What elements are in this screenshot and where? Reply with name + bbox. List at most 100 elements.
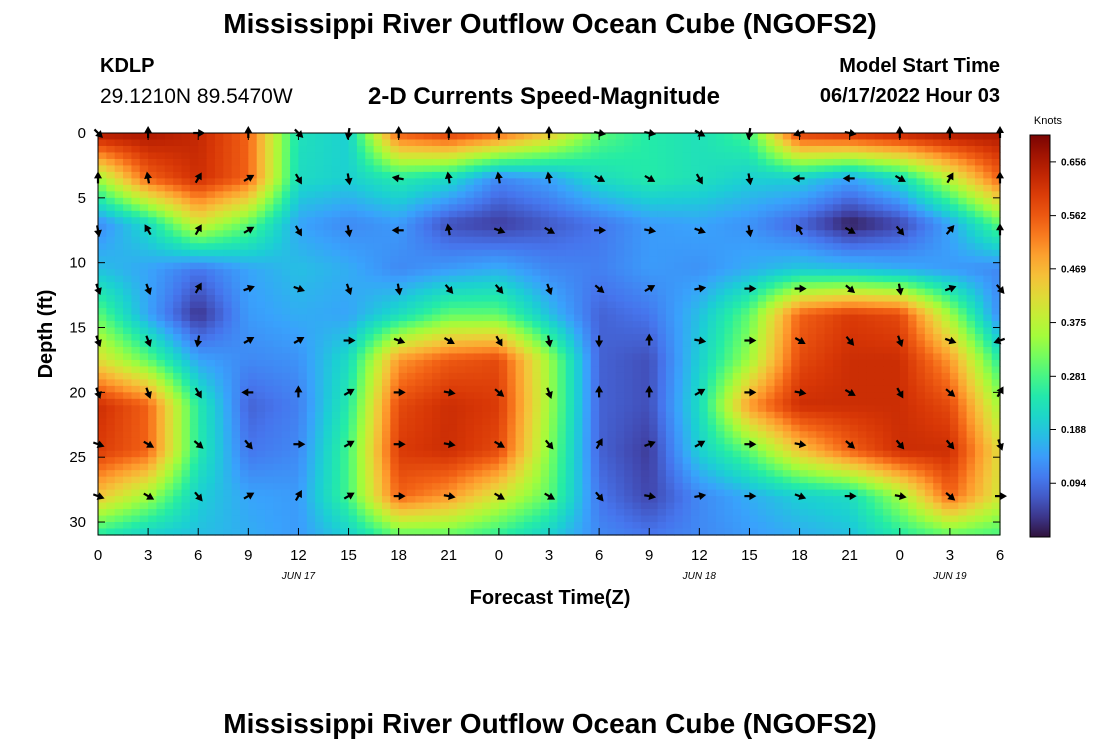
heatmap-cell xyxy=(482,133,492,141)
heatmap-cell xyxy=(214,262,224,270)
heatmap-cell xyxy=(841,321,851,329)
heatmap-cell xyxy=(432,372,442,380)
heatmap-cell xyxy=(582,158,592,167)
heatmap-cell xyxy=(407,411,416,419)
heatmap-cell xyxy=(983,405,993,413)
heatmap-cell xyxy=(707,366,717,374)
heatmap-cell xyxy=(106,262,116,270)
heatmap-cell xyxy=(574,340,584,348)
heatmap-cell xyxy=(774,424,784,432)
heatmap-cell xyxy=(432,269,442,277)
heatmap-cell xyxy=(741,223,751,231)
heatmap-cell xyxy=(741,191,751,199)
heatmap-cell xyxy=(415,385,425,393)
heatmap-cell xyxy=(398,204,408,212)
heatmap-cell xyxy=(724,191,734,199)
heatmap-cell xyxy=(849,184,859,192)
heatmap-cell xyxy=(198,191,208,199)
heatmap-cell xyxy=(315,321,325,329)
heatmap-cell xyxy=(507,262,517,270)
heatmap-cell xyxy=(198,184,208,192)
heatmap-cell xyxy=(549,424,558,432)
heatmap-cell xyxy=(841,139,851,147)
heatmap-cell xyxy=(682,145,692,154)
heatmap-cell xyxy=(908,353,918,361)
heatmap-cell xyxy=(757,178,767,186)
heatmap-cell xyxy=(457,334,467,342)
heatmap-cell xyxy=(891,210,901,218)
heatmap-cell xyxy=(156,210,166,218)
heatmap-cell xyxy=(849,346,859,355)
heatmap-cell xyxy=(281,275,291,283)
heatmap-cell xyxy=(114,145,124,154)
heatmap-cell xyxy=(908,262,918,270)
heatmap-cell xyxy=(482,139,492,147)
heatmap-cell xyxy=(473,366,483,374)
heatmap-cell xyxy=(114,295,124,303)
heatmap-cell xyxy=(365,411,375,419)
heatmap-cell xyxy=(214,171,224,179)
heatmap-cell xyxy=(181,275,191,283)
heatmap-cell xyxy=(657,301,667,309)
heatmap-cell xyxy=(858,204,867,212)
heatmap-cell xyxy=(716,353,725,361)
heatmap-cell xyxy=(365,295,375,303)
heatmap-cell xyxy=(582,321,592,329)
heatmap-cell xyxy=(640,269,650,277)
heatmap-cell xyxy=(690,223,700,231)
heatmap-cell xyxy=(699,411,709,419)
heatmap-cell xyxy=(532,366,542,374)
heatmap-cell xyxy=(974,314,984,322)
heatmap-cell xyxy=(732,327,742,335)
heatmap-cell xyxy=(373,217,383,225)
heatmap-cell xyxy=(615,308,625,316)
heatmap-cell xyxy=(139,353,149,361)
heatmap-cell xyxy=(908,340,918,348)
heatmap-cell xyxy=(640,230,650,238)
heatmap-cell xyxy=(565,249,575,257)
heatmap-cell xyxy=(741,418,751,426)
heatmap-cell xyxy=(306,197,316,205)
heatmap-cell xyxy=(774,405,784,413)
heatmap-cell xyxy=(724,262,734,270)
heatmap-cell xyxy=(640,334,650,342)
heatmap-cell xyxy=(607,210,617,218)
heatmap-cell xyxy=(290,204,300,212)
heatmap-cell xyxy=(741,152,751,160)
heatmap-cell xyxy=(398,236,408,244)
heatmap-cell xyxy=(365,301,375,309)
heatmap-cell xyxy=(498,145,508,154)
heatmap-cell xyxy=(941,379,951,387)
heatmap-cell xyxy=(148,288,158,296)
heatmap-cell xyxy=(340,353,350,361)
heatmap-cell xyxy=(557,411,567,419)
heatmap-cell xyxy=(373,158,383,167)
heatmap-cell xyxy=(824,139,834,147)
heatmap-cell xyxy=(407,366,416,374)
heatmap-cell xyxy=(699,308,709,316)
heatmap-cell xyxy=(682,204,692,212)
heatmap-cell xyxy=(373,295,383,303)
heatmap-cell xyxy=(223,158,233,167)
heatmap-cell xyxy=(599,210,609,218)
heatmap-cell xyxy=(390,236,400,244)
heatmap-cell xyxy=(933,301,943,309)
heatmap-cell xyxy=(356,321,366,329)
heatmap-cell xyxy=(123,385,133,393)
heatmap-cell xyxy=(674,301,684,309)
heatmap-cell xyxy=(774,346,784,355)
heatmap-cell xyxy=(799,139,809,147)
heatmap-cell xyxy=(381,405,391,413)
heatmap-cell xyxy=(473,424,483,432)
heatmap-cell xyxy=(690,191,700,199)
heatmap-cell xyxy=(465,353,475,361)
heatmap-cell xyxy=(381,184,391,192)
heatmap-cell xyxy=(824,411,834,419)
heatmap-cell xyxy=(615,392,625,400)
heatmap-cell xyxy=(256,262,266,270)
heatmap-cell xyxy=(732,372,742,380)
heatmap-cell xyxy=(114,184,124,192)
heatmap-cell xyxy=(874,243,884,251)
heatmap-cell xyxy=(899,275,909,283)
heatmap-cell xyxy=(557,145,567,154)
